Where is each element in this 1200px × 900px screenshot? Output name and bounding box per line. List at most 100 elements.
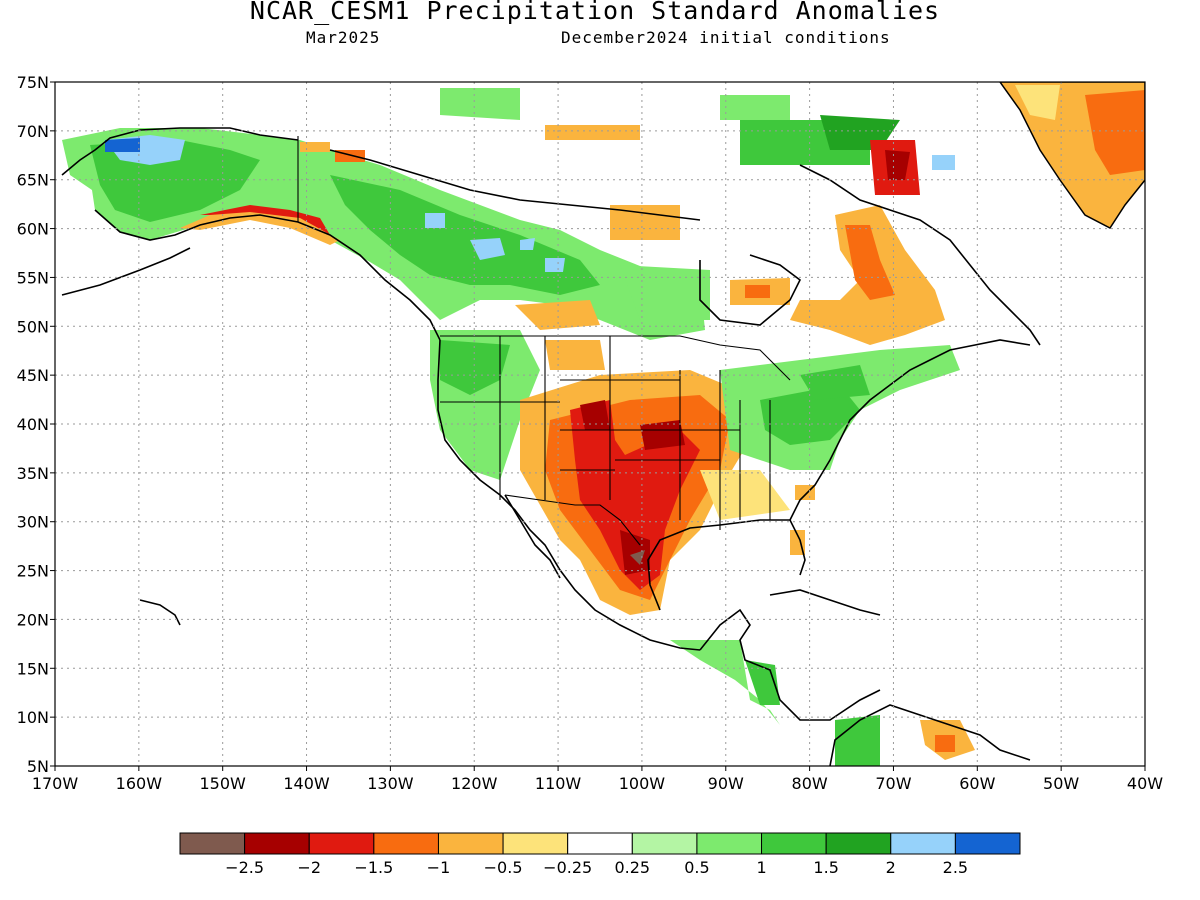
- colorado-red: [580, 400, 610, 430]
- baffin-darkred: [885, 150, 910, 180]
- arctic-orange: [545, 125, 640, 140]
- legend-swatch: [567, 832, 633, 855]
- gridlines: [55, 82, 1145, 766]
- hawaii-coast: [139, 599, 181, 626]
- nunavut-orange: [610, 205, 680, 240]
- y-tick-label: 45N: [17, 366, 49, 385]
- legend-swatch: [244, 832, 310, 855]
- montana-orange: [545, 340, 605, 370]
- venezuela-darkorange: [935, 735, 955, 752]
- x-tick-label: 50W: [1043, 774, 1079, 793]
- legend-swatch: [696, 832, 763, 855]
- legend-swatch: [631, 832, 698, 855]
- x-tick-label: 120W: [451, 774, 498, 793]
- y-tick-label: 5N: [27, 757, 49, 776]
- y-tick-label: 70N: [17, 122, 49, 141]
- us-mexico-border: [504, 494, 641, 546]
- south-america-coast: [829, 704, 1031, 766]
- x-tick-label: 170W: [32, 774, 79, 793]
- canada-blue-3: [520, 238, 535, 250]
- legend-swatch: [761, 832, 827, 855]
- great-lakes-green: [800, 365, 870, 400]
- legend-swatch: [437, 832, 504, 855]
- y-tick-label: 65N: [17, 171, 49, 190]
- x-tick-label: 60W: [959, 774, 995, 793]
- baffin-blue: [932, 155, 955, 170]
- labrador-coast: [799, 164, 1041, 346]
- y-tick-label: 20N: [17, 610, 49, 629]
- legend-label: −2.5: [225, 858, 264, 877]
- us-west-coast: [437, 339, 701, 651]
- state-lines: [440, 336, 771, 530]
- political-boundaries: [297, 136, 791, 546]
- x-tick-label: 160W: [116, 774, 163, 793]
- ontario-red: [745, 285, 770, 298]
- x-tick-label: 150W: [200, 774, 247, 793]
- arctic-coast: [329, 149, 701, 221]
- florida-orange: [790, 530, 805, 555]
- y-tick-label: 10N: [17, 708, 49, 727]
- legend-swatch: [373, 832, 439, 855]
- legend-label: 0.25: [614, 858, 650, 877]
- chart-title: NCAR_CESM1 Precipitation Standard Anomal…: [249, 0, 941, 25]
- greenland-orange: [1085, 90, 1145, 175]
- canada-darkgreen: [330, 175, 600, 295]
- canada-blue-4: [545, 258, 565, 272]
- legend-swatch: [825, 832, 892, 855]
- y-tick-label: 55N: [17, 268, 49, 287]
- x-tick-label: 110W: [535, 774, 582, 793]
- y-tick-label: 15N: [17, 659, 49, 678]
- forecast-month: Mar2025: [306, 28, 381, 47]
- southeast-yellow: [700, 470, 790, 520]
- legend-label: −1.5: [354, 858, 393, 877]
- cuba-coast: [769, 589, 881, 616]
- texas-brown: [630, 550, 645, 565]
- color-legend: −2.5 −2 −1.5 −1 −0.5 −0.25 0.25 0.5 1 1.5 2 2.5: [179, 832, 1021, 877]
- y-tick-label: 35N: [17, 464, 49, 483]
- baja-coast: [504, 494, 561, 579]
- legend-label: 2.5: [943, 858, 968, 877]
- x-tick-label: 100W: [619, 774, 666, 793]
- y-tick-label: 60N: [17, 220, 49, 239]
- x-tick-label: 70W: [875, 774, 911, 793]
- aleutians-coast: [61, 247, 191, 296]
- alaska-darkblue: [105, 138, 140, 152]
- canada-blue-1: [470, 238, 505, 260]
- legend-label: 1: [756, 858, 766, 877]
- legend-swatch: [179, 832, 246, 855]
- legend-label: −0.5: [484, 858, 523, 877]
- legend-swatch: [890, 832, 956, 855]
- y-tick-label: 40N: [17, 415, 49, 434]
- legend-label: −2: [297, 858, 321, 877]
- arctic-green-2: [720, 95, 790, 120]
- initial-conditions: December2024 initial conditions: [561, 28, 891, 47]
- greenland-light: [1015, 85, 1060, 120]
- east-coast: [789, 339, 1031, 521]
- legend-swatch: [954, 832, 1021, 855]
- east-us-darkgreen: [760, 385, 860, 445]
- x-axis: 170W 160W 150W 140W 130W 120W 110W 100W 90W 80W 70…: [32, 766, 1163, 793]
- y-tick-label: 75N: [17, 73, 49, 92]
- yucatan-green: [670, 640, 780, 725]
- yukon-orange: [300, 142, 330, 152]
- texas-darkred: [620, 530, 650, 575]
- x-tick-label: 40W: [1127, 774, 1163, 793]
- legend-label: 0.5: [684, 858, 709, 877]
- arctic-green-1: [440, 88, 520, 120]
- central-red: [570, 400, 700, 590]
- legend-swatch: [502, 832, 569, 855]
- west-us-darkgreen: [440, 340, 510, 395]
- alaska-coast: [61, 127, 441, 341]
- hudson-coast: [699, 254, 802, 326]
- legend-label: 2: [886, 858, 896, 877]
- anomaly-field: [62, 82, 1145, 766]
- y-tick-label: 50N: [17, 317, 49, 336]
- manitoba-green: [620, 265, 710, 320]
- kansas-red: [640, 420, 685, 450]
- y-axis: 75N 70N 65N 60N 55N 50N 45N 40N 35N 30N 25N 20N 15N 1…: [17, 73, 55, 776]
- coastlines: [61, 127, 1041, 766]
- x-tick-label: 130W: [367, 774, 414, 793]
- legend-swatch: [308, 832, 375, 855]
- y-tick-label: 30N: [17, 513, 49, 532]
